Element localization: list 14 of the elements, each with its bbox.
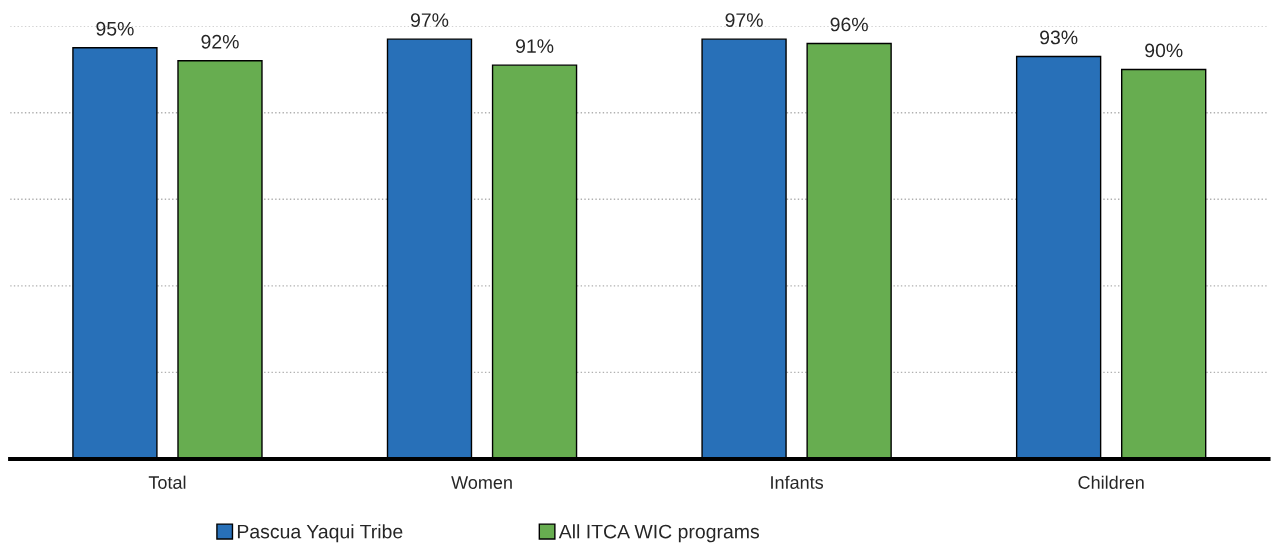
- legend-label: All ITCA WIC programs: [558, 524, 760, 543]
- x-tick-label: Infants: [771, 475, 824, 489]
- data-label: 97%: [410, 13, 449, 27]
- data-label: 93%: [1040, 30, 1078, 45]
- legend-label: Pascua Yaqui Tribe: [237, 524, 403, 543]
- data-label: 90%: [1145, 43, 1183, 58]
- data-label: 92%: [201, 34, 239, 49]
- x-tick-label: Children: [1078, 475, 1144, 489]
- data-label: 97%: [725, 13, 763, 27]
- x-tick-label: Total: [148, 475, 186, 489]
- data-label: 95%: [96, 21, 134, 36]
- data-label: 96%: [830, 17, 868, 32]
- data-label: 91%: [516, 39, 554, 53]
- x-tick-label: Women: [451, 476, 512, 489]
